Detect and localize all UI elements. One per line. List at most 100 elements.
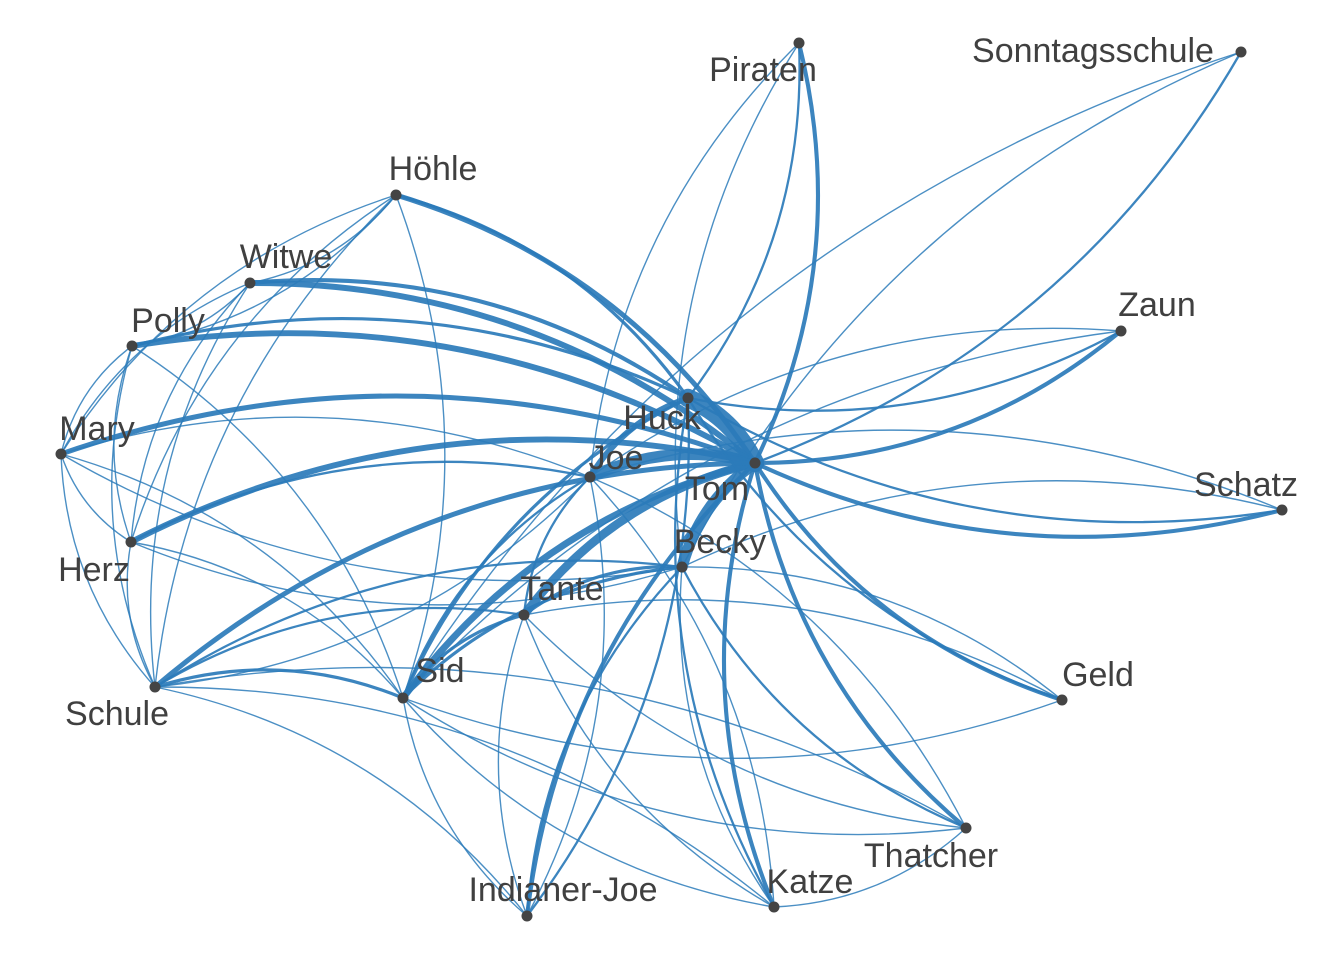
edge-tom-mary [58, 393, 758, 466]
edge-huck-hoehle [394, 193, 690, 400]
node-joe [584, 471, 596, 483]
edge-sid-katze [402, 697, 775, 908]
node-label-schatz: Schatz [1194, 466, 1298, 504]
edge-sid-thatcher [402, 697, 967, 836]
edge-sid-indianer-joe [402, 697, 528, 917]
edge-huck-piraten [686, 41, 801, 400]
edge-tom-zaun [752, 328, 1124, 466]
node-label-mary: Mary [59, 410, 135, 448]
edge-mary-becky [60, 453, 683, 582]
edge-huck-witwe [247, 278, 691, 401]
edge-witwe-mary [60, 282, 251, 455]
node-huck [682, 392, 694, 404]
node-katze [768, 901, 780, 913]
node-becky [676, 561, 688, 573]
edge-sid-herz [130, 541, 404, 699]
edge-joe-herz [129, 460, 592, 544]
edge-tom-thatcher [752, 460, 969, 831]
edge-katze-schule [154, 686, 775, 908]
edge-witwe-schule [149, 282, 251, 688]
edge-becky-indianer-joe [525, 565, 684, 918]
node-polly [126, 340, 138, 352]
edge-geld-becky [681, 566, 1063, 701]
node-layer [55, 37, 1288, 922]
edge-herz-becky [130, 541, 683, 606]
edge-thatcher-joe [589, 476, 967, 829]
edge-joe-mary [60, 416, 591, 478]
edge-tom-schule [152, 460, 758, 690]
edge-piraten-becky [674, 42, 800, 568]
edge-indianer-joe-huck [525, 396, 690, 918]
node-witwe [244, 277, 256, 289]
node-label-becky: Becky [674, 523, 767, 561]
edge-tom-sid [399, 459, 759, 702]
edge-huck-sid [401, 396, 690, 700]
edge-polly-schule [111, 345, 156, 688]
edge-witwe-herz [130, 282, 251, 543]
edge-katze-thatcher [773, 827, 967, 908]
edge-indianer-joe-schule [154, 686, 528, 917]
edge-tante-indianer-joe [497, 614, 528, 917]
edge-mary-schule [60, 453, 156, 688]
edge-hoehle-herz [130, 194, 397, 543]
node-label-indianer-joe: Indianer-Joe [468, 871, 657, 909]
edge-hoehle-schule [154, 194, 397, 688]
edge-tom-indianer-joe [524, 460, 758, 919]
edge-tante-katze [523, 614, 775, 908]
edge-zaun-sid [402, 330, 1122, 699]
edge-mary-herz [60, 453, 132, 543]
edge-geld-tante [523, 599, 1063, 701]
node-sonntagsschule [1235, 46, 1247, 58]
edge-huck-katze [673, 396, 776, 909]
node-label-thatcher: Thatcher [864, 837, 998, 875]
edge-polly-mary [60, 345, 133, 455]
edge-tom-piraten [752, 40, 820, 466]
edge-tom-geld [752, 460, 1065, 703]
node-label-polly: Polly [131, 302, 205, 340]
edge-tante-schule [153, 606, 526, 689]
edge-sid-polly [131, 345, 404, 699]
edge-tom-sonntagsschule [753, 50, 1243, 465]
edge-joe-sid [401, 475, 592, 700]
node-sid [397, 692, 409, 704]
node-label-geld: Geld [1062, 656, 1134, 694]
edge-huck-schatz [686, 396, 1284, 524]
edge-huck-zaun [686, 329, 1123, 412]
node-label-sonntagsschule: Sonntagsschule [972, 32, 1214, 70]
node-schatz [1276, 504, 1288, 516]
edge-becky-katze [679, 566, 775, 908]
node-herz [125, 536, 137, 548]
node-indianer-joe [521, 910, 533, 922]
node-label-tante: Tante [520, 570, 603, 608]
edge-sid-hoehle [395, 194, 446, 699]
node-schule [149, 681, 161, 693]
edge-hoehle-mary [60, 194, 397, 455]
edge-katze-joe [589, 476, 775, 908]
edge-herz-schule [126, 541, 156, 688]
edge-schatz-becky [681, 480, 1283, 568]
node-label-huck: Huck [623, 399, 701, 437]
edge-thatcher-schule [154, 666, 967, 829]
edge-zaun-joe [589, 327, 1122, 478]
edge-layer [58, 40, 1285, 919]
edge-huck-geld [686, 396, 1064, 702]
node-thatcher [960, 822, 972, 834]
edge-sid-mary [60, 453, 404, 699]
node-label-witwe: Witwe [240, 238, 333, 276]
node-label-zaun: Zaun [1118, 286, 1196, 324]
node-geld [1056, 694, 1068, 706]
edge-indianer-joe-joe [526, 476, 605, 917]
node-label-herz: Herz [58, 551, 130, 589]
node-mary [55, 448, 67, 460]
node-label-hoehle: Höhle [389, 150, 478, 188]
node-label-tom: Tom [685, 470, 749, 508]
node-label-schule: Schule [65, 695, 169, 733]
edge-becky-schule [153, 559, 684, 689]
node-tante [518, 609, 530, 621]
edge-sonntagsschule-sid [402, 51, 1242, 699]
edge-becky-thatcher [680, 565, 968, 830]
edge-tom-witwe [247, 280, 758, 466]
edge-piraten-joe [589, 42, 800, 478]
edge-tom-katze [721, 460, 777, 910]
